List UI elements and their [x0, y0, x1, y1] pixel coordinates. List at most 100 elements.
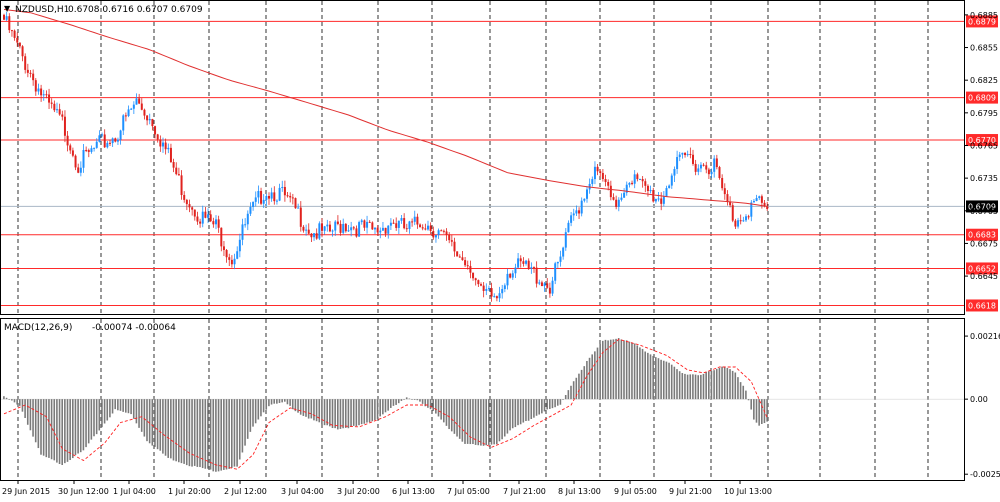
macd-bar — [429, 399, 432, 410]
candle-body — [641, 179, 644, 182]
candle-body — [586, 189, 588, 199]
macd-bar — [79, 399, 82, 453]
candle-body — [493, 296, 496, 298]
candle-body — [56, 109, 58, 111]
symbol-menu-arrow[interactable]: ▼ — [4, 4, 11, 13]
horizontal-levels[interactable]: 0.6879 0.6809 0.6770 0.6683 0.6652 0.6618 0.67… — [1, 15, 998, 312]
macd-bar — [660, 359, 662, 400]
macd-bar — [501, 399, 503, 440]
macd-bar — [623, 340, 625, 400]
macd-bar — [594, 351, 596, 400]
candle-body — [670, 175, 673, 186]
macd-bar — [254, 399, 257, 424]
macd-bar — [586, 360, 588, 400]
macd-bar — [705, 372, 707, 400]
candle-body — [745, 216, 747, 221]
macd-bar — [355, 399, 358, 427]
candle-body — [249, 207, 252, 214]
macd-bar — [339, 399, 342, 429]
macd-bar — [702, 373, 705, 400]
macd-bar — [509, 399, 511, 431]
macd-bar — [517, 399, 519, 426]
macd-panel-frame — [0, 318, 965, 481]
macd-bar — [352, 399, 355, 426]
candle-body — [487, 288, 490, 290]
macd-bar — [199, 399, 201, 468]
candle-body — [74, 155, 77, 168]
macd-bar — [511, 399, 514, 429]
macd-bar — [639, 347, 641, 400]
macd-bar — [519, 399, 522, 425]
current-price-tag — [966, 200, 998, 213]
macd-bar — [117, 399, 119, 411]
macd-bar — [360, 399, 363, 425]
macd-bar — [11, 399, 13, 401]
candle-body — [53, 103, 56, 111]
macd-bar — [570, 385, 572, 400]
candle-body — [461, 257, 464, 261]
macd-bar — [344, 399, 347, 428]
candle-body — [352, 227, 355, 229]
candle-body — [681, 152, 684, 155]
macd-bar — [374, 399, 376, 421]
macd-bar — [109, 399, 111, 418]
macd-bar — [533, 399, 535, 418]
macd-bar — [681, 373, 684, 400]
macd-bar — [315, 399, 318, 422]
macd-bar — [69, 399, 71, 461]
candlesticks — [3, 11, 769, 303]
macd-bar — [350, 399, 352, 427]
macd-bar — [262, 399, 265, 413]
candle-body — [697, 168, 700, 172]
candle-body — [734, 220, 737, 227]
candle-body — [413, 216, 416, 222]
macd-bar — [289, 399, 291, 406]
candle-body — [442, 230, 445, 232]
candle-body — [543, 283, 546, 287]
macd-bar — [231, 399, 233, 468]
candle-body — [567, 222, 570, 233]
candle-body — [607, 181, 610, 186]
price-level-tag — [966, 299, 998, 312]
macd-bar — [382, 399, 384, 415]
candle-body — [347, 230, 350, 232]
macd-indicator-values: -0.00074 -0.00064 — [92, 323, 176, 333]
macd-bar — [678, 371, 681, 400]
candle-body — [350, 227, 353, 231]
candle-body — [127, 109, 130, 117]
macd-bar — [159, 399, 162, 451]
macd-bar — [665, 361, 668, 400]
candle-body — [731, 205, 734, 221]
macd-bar — [220, 399, 222, 471]
candle-body — [114, 138, 117, 142]
candle-body — [601, 172, 604, 180]
macd-bar — [207, 399, 209, 469]
candle-body — [384, 227, 387, 234]
macd-bar — [260, 399, 262, 417]
macd-bar — [114, 399, 116, 410]
candle-body — [358, 222, 361, 237]
candle-body — [676, 157, 679, 170]
macd-bar — [337, 399, 339, 430]
macd-bar — [551, 399, 554, 409]
macd-bar — [397, 399, 400, 404]
candle-body — [474, 278, 477, 281]
candle-body — [689, 153, 692, 155]
candle-body — [360, 220, 363, 223]
candle-body — [109, 142, 111, 144]
candle-body — [106, 142, 109, 148]
macd-bar — [636, 345, 639, 400]
macd-bar — [29, 399, 32, 431]
candle-body — [228, 257, 231, 260]
macd-bar — [302, 399, 305, 416]
macd-bar — [281, 399, 283, 403]
candle-body — [673, 169, 676, 176]
candle-body — [230, 259, 233, 265]
symbol-label: NZDUSD,H1 — [15, 5, 69, 15]
macd-bar — [148, 399, 151, 444]
macd-bar — [713, 370, 715, 400]
candle-body — [71, 150, 74, 156]
candle-body — [328, 224, 331, 232]
candle-body — [445, 231, 448, 235]
